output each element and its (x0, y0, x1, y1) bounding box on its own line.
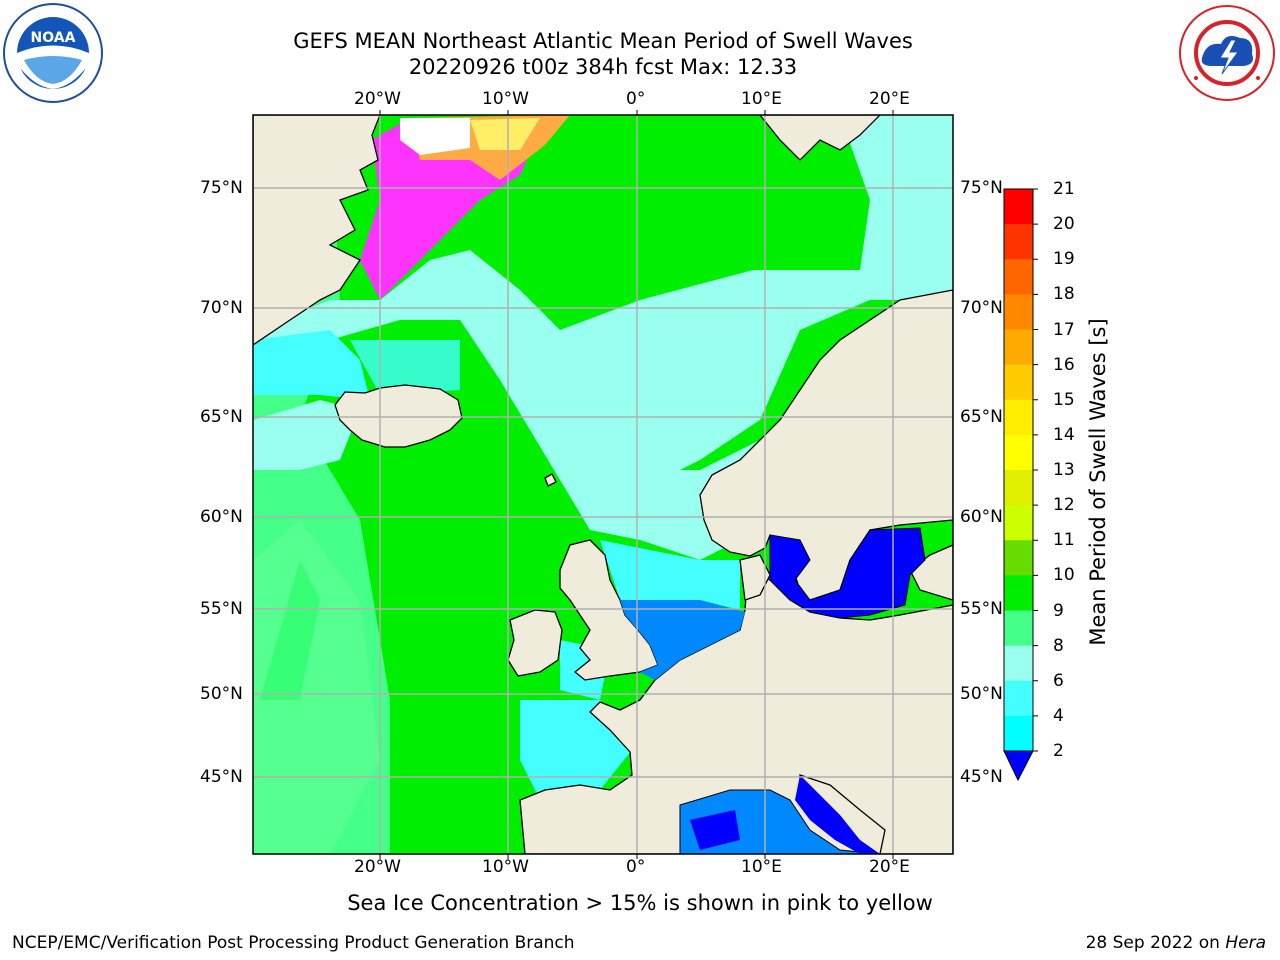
lon-label-bottom-20w: 20°W (354, 857, 401, 877)
chart-subtitle: 20220926 t00z 384h fcst Max: 12.33 (408, 55, 798, 79)
colorbar-tick-label: 2 (1053, 741, 1064, 761)
sea-ice-note: Sea Ice Concentration > 15% is shown in … (347, 891, 933, 915)
lat-label-right-45n: 45°N (960, 767, 1003, 787)
lon-label-top-20e: 20°E (869, 89, 910, 109)
colorbar-tick-label: 13 (1053, 460, 1075, 480)
colorbar-tick-label: 16 (1053, 354, 1075, 375)
lat-label-left-45n: 45°N (200, 767, 243, 787)
colorbar-segment (1004, 575, 1033, 611)
colorbar-tick-label: 8 (1053, 635, 1064, 656)
lat-label-right-55n: 55°N (960, 599, 1003, 619)
footer-date-text: 28 Sep 2022 on (1085, 933, 1226, 953)
lat-label-right-60n: 60°N (960, 507, 1003, 527)
lon-label-top-20w: 20°W (354, 89, 401, 109)
lon-label-bottom-10e: 10°E (741, 857, 782, 877)
colorbar-segment (1004, 540, 1033, 576)
colorbar-segment (1004, 610, 1033, 647)
swell-zone-2-4-baltic (769, 527, 926, 619)
colorbar (1004, 188, 1038, 752)
lat-label-left-50n: 50°N (200, 684, 243, 704)
nws-logo (1178, 4, 1276, 102)
lat-label-left-75n: 75°N (200, 178, 243, 198)
footer-date: 28 Sep 2022 on Hera (1086, 933, 1266, 953)
colorbar-segment (1004, 189, 1033, 225)
lat-label-right-70n: 70°N (960, 298, 1003, 318)
lat-label-left-65n: 65°N (200, 407, 243, 427)
chart-title: GEFS MEAN Northeast Atlantic Mean Period… (293, 29, 913, 53)
colorbar-segment (1004, 434, 1033, 471)
svg-text:NOAA: NOAA (31, 30, 76, 46)
lat-label-right-50n: 50°N (960, 684, 1003, 704)
colorbar-tick-label: 19 (1053, 249, 1075, 270)
colorbar-segment (1004, 399, 1033, 436)
swell-zone-2-4-channel (620, 600, 745, 680)
lon-label-top-10w: 10°W (482, 89, 529, 109)
colorbar-tick-label: 21 (1053, 179, 1075, 199)
colorbar-segment (1004, 505, 1033, 541)
colorbar-extend-arrow (1003, 750, 1034, 782)
colorbar-segment (1004, 680, 1033, 717)
colorbar-tick-label: 11 (1053, 530, 1075, 551)
colorbar-segment (1004, 645, 1033, 682)
lon-label-top-10e: 10°E (741, 89, 782, 109)
lon-label-top-0: 0° (626, 89, 646, 109)
land-iceland (334, 384, 463, 448)
colorbar-title: Mean Period of Swell Waves [s] (1086, 318, 1110, 646)
colorbar-tick-label: 12 (1053, 495, 1075, 516)
land-greenland (253, 115, 381, 346)
sea-ice-white (400, 118, 470, 155)
colorbar-tick-label: 18 (1053, 284, 1075, 305)
sea-ice-yellow (470, 118, 540, 150)
lat-label-left-70n: 70°N (200, 298, 243, 318)
map-frame (252, 114, 954, 855)
colorbar-tick-label: 15 (1053, 389, 1075, 410)
lat-label-right-75n: 75°N (960, 178, 1003, 198)
colorbar-segment (1004, 259, 1033, 295)
noaa-logo: NOAA (3, 3, 103, 103)
lat-label-left-60n: 60°N (200, 507, 243, 527)
colorbar-tick-label: 9 (1053, 600, 1064, 621)
land-svalbard (759, 115, 881, 161)
footer-machine: Hera (1225, 933, 1266, 953)
colorbar-tick-label: 4 (1053, 705, 1064, 726)
colorbar-segment (1004, 470, 1033, 506)
swell-zone-6-8-northsea (600, 540, 740, 610)
colorbar-tick-label: 17 (1053, 319, 1075, 340)
colorbar-tick-label: 6 (1053, 670, 1064, 691)
land-ireland (507, 609, 563, 677)
lon-label-bottom-20e: 20°E (869, 857, 910, 877)
swell-zone-8-9-northeast (840, 115, 953, 270)
colorbar-segment (1004, 294, 1033, 330)
lon-label-bottom-0: 0° (626, 857, 646, 877)
lat-label-right-65n: 65°N (960, 407, 1003, 427)
colorbar-segment (1004, 329, 1033, 366)
land-great-britain (559, 539, 659, 681)
lat-label-left-55n: 55°N (200, 599, 243, 619)
colorbar-segment (1004, 715, 1033, 752)
swell-zone-8-9-north (253, 250, 953, 500)
colorbar-tick-label: 10 (1053, 565, 1075, 586)
colorbar-tick-label: 14 (1053, 424, 1075, 445)
colorbar-tick-label: 20 (1053, 214, 1075, 235)
colorbar-segment (1004, 364, 1033, 401)
footer-credit: NCEP/EMC/Verification Post Processing Pr… (12, 933, 575, 953)
colorbar-segment (1004, 224, 1033, 260)
lon-label-bottom-10w: 10°W (482, 857, 529, 877)
